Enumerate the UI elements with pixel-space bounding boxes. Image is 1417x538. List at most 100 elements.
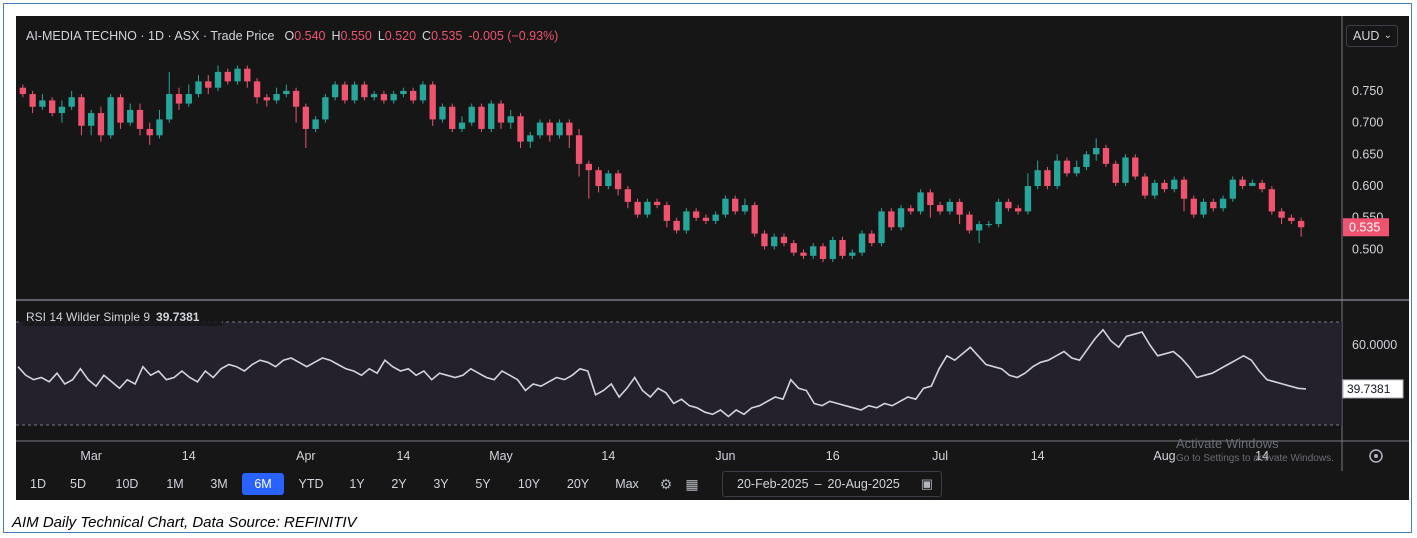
tf-5y-button[interactable]: 5Y [468,473,498,495]
candle-body [829,239,836,259]
time-tick-label: Mar [80,449,102,463]
candle-body [702,217,710,221]
tf-2y-button[interactable]: 2Y [384,473,414,495]
candle-body [907,208,914,212]
legend-change: -0.005 (−0.93%) [468,29,558,43]
price-tick-label: 0.650 [1352,147,1383,161]
legend-c-value: 0.535 [431,29,462,43]
candle-body [1200,201,1207,215]
candle-body [39,100,46,107]
rsi-tick-label: 60.0000 [1352,338,1397,352]
candle-body [1083,154,1090,167]
candle-body [351,84,358,101]
tf-3y-button[interactable]: 3Y [426,473,456,495]
calendar-icon[interactable]: ▣ [920,476,933,491]
candle-body [253,81,261,98]
tf-10d-button[interactable]: 10D [109,473,145,495]
candle-body [1024,186,1032,212]
candle-body [927,192,934,206]
candle-body [419,84,427,101]
legend-l-value: 0.520 [385,29,416,43]
candle-body [1161,182,1168,190]
candle-body [234,68,241,82]
candle-body [292,90,300,107]
candle-body [458,122,466,129]
time-tick-label: 14 [1255,449,1269,463]
candle-body [97,113,105,136]
chart-settings-icon[interactable] [1369,449,1383,463]
candle-body [605,173,612,187]
tf-20y-button[interactable]: 20Y [559,473,597,495]
legend-interval: 1D [148,29,164,43]
currency-select[interactable]: AUD ⌄ [1346,25,1398,47]
candle-body [58,106,66,114]
candle-body [556,122,563,136]
date-to: 20-Aug-2025 [827,477,900,491]
time-tick-label: 14 [182,449,196,463]
candle-body [790,243,797,253]
candle-body [146,128,153,136]
time-tick-label: Jun [715,449,735,463]
rsi-legend: RSI 14 Wilder Simple 9 39.7381 [26,310,200,324]
candle-body [322,97,329,120]
last-price-badge [1343,218,1389,237]
candle-body [1239,179,1246,187]
candle-body [1288,217,1295,221]
chart-panel[interactable]: 0.750 0.700 0.650 0.600 0.550 0.500 0.535 60.… [16,16,1409,500]
candle-body [127,109,134,123]
candle-body [771,236,778,247]
tf-5d-button[interactable]: 5D [64,473,92,495]
date-range-picker[interactable]: 20-Feb-2025–20-Aug-2025 ▣ [722,471,942,497]
candle-body [692,211,700,218]
tf-max-button[interactable]: Max [608,473,646,495]
tf-1y-button[interactable]: 1Y [342,473,372,495]
tf-1d-button[interactable]: 1D [24,473,52,495]
candle-body [429,84,436,120]
candle-body [1005,201,1012,209]
tf-1m-button[interactable]: 1M [159,473,191,495]
candle-body [732,198,739,212]
date-from: 20-Feb-2025 [737,477,809,491]
rsi-band-background [16,322,1342,425]
candle-body [946,201,954,212]
legend-o-value: 0.540 [294,29,325,43]
candle-body [1102,147,1110,164]
rsi-legend-bg [22,308,222,326]
candle-body [595,170,602,187]
time-tick-label: May [489,449,513,463]
tf-6m-button[interactable]: 6M [242,473,284,495]
candle-body [497,103,505,123]
rsi-last-label: 39.7381 [1347,382,1391,396]
candle-body [1044,170,1051,187]
rsi-legend-label: RSI 14 Wilder Simple 9 [26,310,150,324]
candle-body [1141,176,1149,196]
price-tick-label: 0.700 [1352,116,1383,130]
tf-3m-button[interactable]: 3M [203,473,235,495]
candle-body [1210,201,1217,209]
candle-body [1297,220,1305,228]
tf-10y-button[interactable]: 10Y [510,473,548,495]
candle-body [468,106,475,123]
gear-icon[interactable]: ⚙ [659,476,673,492]
legend-dot: · [164,29,174,43]
candle-body [1180,179,1188,199]
table-icon[interactable]: ▦ [685,476,699,492]
candle-body [507,116,514,123]
rsi-axis-ticks: 60.0000 [1352,338,1397,352]
range-toolbar: 1D 5D 10D 1M 3M 6M YTD 1Y 2Y 3Y 5Y 10Y 2… [16,471,1409,498]
chart-settings-icon-core [1374,454,1378,458]
candle-body [780,236,788,244]
candle-body [897,208,905,228]
candle-body [644,201,651,215]
time-tick-label: 16 [826,449,840,463]
price-pane[interactable]: 0.750 0.700 0.650 0.600 0.550 0.500 0.535 60.… [16,16,1409,471]
candle-body [1151,182,1158,196]
rsi-line [17,328,1307,418]
candle-body [936,205,944,212]
candle-body [107,97,114,136]
candle-body [888,211,895,228]
candle-body [1268,189,1276,212]
candle-body [410,90,417,101]
rsi-legend-value: 39.7381 [156,310,200,324]
tf-ytd-button[interactable]: YTD [292,473,330,495]
